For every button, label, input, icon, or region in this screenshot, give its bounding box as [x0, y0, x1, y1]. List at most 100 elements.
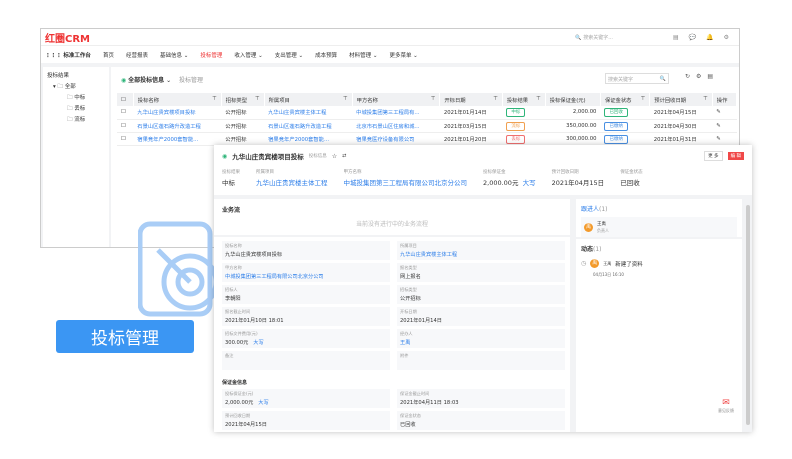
activity-user: 王禹 — [603, 260, 612, 266]
more-button[interactable]: 更 多 — [704, 151, 723, 161]
filter-icon[interactable]: ⊤ — [640, 95, 646, 102]
cell: 公开招标 — [225, 123, 247, 130]
nav-item[interactable]: 材料管理 ⌄ — [349, 52, 378, 59]
cell[interactable]: 九华山庄贵宾楼主体工程 — [268, 110, 327, 117]
status-tag: 丢标 — [506, 134, 526, 144]
column-header[interactable]: 预计回收日期 ⊤ — [649, 93, 713, 106]
tree-item[interactable]: 🗀 丢标 — [67, 106, 86, 112]
summary-item: 投标结果 中标 — [222, 170, 240, 187]
logo: 红圈CRM — [45, 33, 90, 45]
nav-item[interactable]: 收入管理 ⌄ — [234, 52, 263, 59]
list-search-input[interactable]: 搜索关键字 🔍 — [605, 73, 669, 84]
daxie-link[interactable]: 大写 — [258, 400, 269, 406]
table-row[interactable]: ☐ 宿果竞年产2000套智能... 公开招标 宿果竞年产2000套智能... 宿果竞医疗… — [117, 132, 737, 146]
column-header[interactable]: 保证金状态 ⊤ — [600, 93, 651, 106]
field: 开标日期 2021年01月14日 — [397, 307, 565, 326]
cell[interactable]: 石景山区莲石路升改造工程 — [137, 123, 201, 130]
detail-subtitle: 投标信息 — [308, 154, 327, 159]
columns-icon[interactable]: ▤ — [707, 73, 720, 80]
settings-icon[interactable]: ⚙ — [696, 73, 708, 80]
follower-name: 王禹 — [597, 222, 606, 227]
follower-item[interactable]: 禹 王禹 负责人 — [581, 217, 737, 237]
table-row[interactable]: ☐ 九华山庄贵宾楼项目投标 公开招标 九华山庄贵宾楼主体工程 中城投集团第三工程局有..… — [117, 106, 737, 120]
filter-icon[interactable]: ⊤ — [493, 95, 498, 102]
cell[interactable]: 北京市石景山区住房和城... — [356, 123, 420, 130]
row-checkbox[interactable]: ☐ — [117, 132, 134, 146]
detail-header: ◉ 九华山庄贵宾楼项目投标 投标信息 ☆ ⇄ 更 多 编 辑 投标结果 中标 所属项目… — [214, 145, 752, 195]
global-search[interactable]: 🔍 搜索关键字... — [575, 34, 613, 41]
clock-icon: ◷ — [581, 260, 587, 267]
row-checkbox[interactable]: ☐ — [117, 106, 134, 120]
tree-item[interactable]: 🗀 流标 — [67, 117, 86, 123]
cell[interactable]: 宿果竞医疗设备有限公司 — [356, 136, 415, 143]
summary-item: 所属项目 九华山庄贵宾楼主体工程 — [256, 170, 328, 187]
followers-count: (1) — [599, 206, 608, 213]
column-header[interactable]: 投标名称 ⊤ — [133, 93, 222, 106]
share-icon[interactable]: ⇄ — [342, 153, 347, 159]
nav-item[interactable]: 投标管理 — [200, 52, 223, 59]
field: 招标人 李朝阳 — [222, 285, 390, 304]
select-all-checkbox[interactable]: ☐ — [117, 93, 134, 106]
nav-item[interactable]: 成本预算 — [315, 52, 338, 59]
nav-item[interactable]: 首页 — [102, 52, 114, 59]
cell[interactable]: 中城投集团第三工程局有... — [356, 110, 420, 117]
daxie-link[interactable]: 大写 — [522, 179, 536, 187]
edit-icon[interactable]: ✎ — [712, 132, 737, 146]
gear-icon[interactable]: ⚙ — [723, 33, 729, 41]
view-selector[interactable]: 全部投标信息 — [128, 77, 165, 84]
tree-root[interactable]: ▾ 🗀 全部 — [53, 84, 76, 90]
chat-icon[interactable]: 💬 — [688, 33, 697, 41]
row-checkbox[interactable]: ☐ — [117, 119, 134, 133]
field: 保证金截止时间 2021年04月11日 18:03 — [397, 389, 565, 408]
followers-title[interactable]: 跟进人 — [581, 206, 600, 213]
nav-item[interactable]: 经营报表 — [125, 52, 148, 59]
cell[interactable]: 宿果竞年产2000套智能... — [137, 136, 199, 143]
cell[interactable]: 石景山区莲石路升改造工程 — [268, 123, 332, 130]
activity-time: 04月13日 16:10 — [593, 272, 624, 277]
column-header[interactable]: 甲方名称 ⊤ — [352, 93, 441, 106]
edit-button[interactable]: 编 辑 — [727, 152, 744, 160]
summary-item: 保证金状态 已回收 — [620, 170, 643, 187]
tree-item[interactable]: 🗀 中标 — [67, 95, 86, 101]
edit-icon[interactable]: ✎ — [712, 119, 737, 133]
field: 甲方名称 中城投集团第三工程局有限公司北京分公司 — [222, 263, 390, 282]
fields-card: 投标名称 九华山庄贵宾楼项目投标 所属项目 九华山庄贵宾楼主体工程 甲方名称 中城投集团第… — [214, 237, 570, 373]
field: 招标文件费用(元) 300.00元 大写 — [222, 329, 390, 348]
flow-card: 业务流 当前没有进行中的业务流程 — [214, 199, 570, 235]
bell-icon[interactable]: 🔔 — [706, 33, 714, 41]
table-row[interactable]: ☐ 石景山区莲石路升改造工程 公开招标 石景山区莲石路升改造工程 北京市石景山区住房和城… — [117, 119, 737, 133]
nav-item[interactable]: 支出管理 ⌄ — [274, 52, 304, 59]
field: 投标保证金(元) 2,000.00元 大写 — [222, 389, 390, 408]
cell[interactable]: 宿果竞年产2000套智能... — [268, 136, 330, 143]
filter-icon[interactable]: ⊤ — [430, 95, 436, 102]
cell: 2021年01月14日 — [443, 110, 487, 117]
filter-icon[interactable]: ⊤ — [536, 95, 541, 102]
star-icon[interactable]: ☆ — [331, 152, 338, 160]
edit-icon[interactable]: ✎ — [712, 106, 737, 120]
activity-card: 动态(1) ◷ 禹 王禹 新建了资料 04月13日 16:10 ✉ 意见反馈 — [576, 239, 742, 432]
filter-icon[interactable]: ⊤ — [255, 95, 260, 102]
feedback-button[interactable]: ✉ 意见反馈 — [718, 398, 734, 413]
column-header[interactable]: 投标结果 ⊤ — [502, 93, 546, 106]
column-header[interactable]: 所属项目 ⊤ — [264, 93, 353, 106]
filter-icon[interactable]: ⊤ — [703, 95, 708, 102]
workbench[interactable]: ⋮⋮⋮ 标准工作台 — [45, 52, 91, 59]
filter-icon[interactable]: ⊤ — [343, 95, 348, 102]
column-header[interactable]: 开标日期 ⊤ — [439, 93, 503, 106]
nav-item[interactable]: 基础信息 ⌄ — [159, 52, 189, 59]
field: 所属项目 九华山庄贵宾楼主体工程 — [397, 241, 565, 260]
deposit-card: 保证金信息 投标保证金(元) 2,000.00元 大写 保证金截止时间 2021年04… — [214, 373, 570, 432]
report-icon[interactable]: ▤ — [672, 33, 679, 41]
column-header[interactable]: 投标保证金(元) — [545, 93, 601, 106]
column-header[interactable]: 操作 — [712, 93, 738, 106]
field: 报名截止时间 2021年01月10日 18:01 — [222, 307, 390, 326]
scrollbar[interactable] — [746, 205, 750, 425]
cell[interactable]: 九华山庄贵宾楼项目投标 — [137, 110, 196, 117]
record-icon: ◉ — [222, 152, 228, 160]
refresh-icon[interactable]: ↻ — [685, 73, 697, 80]
daxie-link[interactable]: 大写 — [253, 340, 264, 346]
nav-item[interactable]: 更多菜单 ⌄ — [389, 52, 418, 59]
column-header[interactable]: 招标类型 ⊤ — [221, 93, 265, 106]
filter-icon[interactable]: ⊤ — [212, 95, 217, 102]
cell: 300,000.00 — [566, 135, 597, 142]
